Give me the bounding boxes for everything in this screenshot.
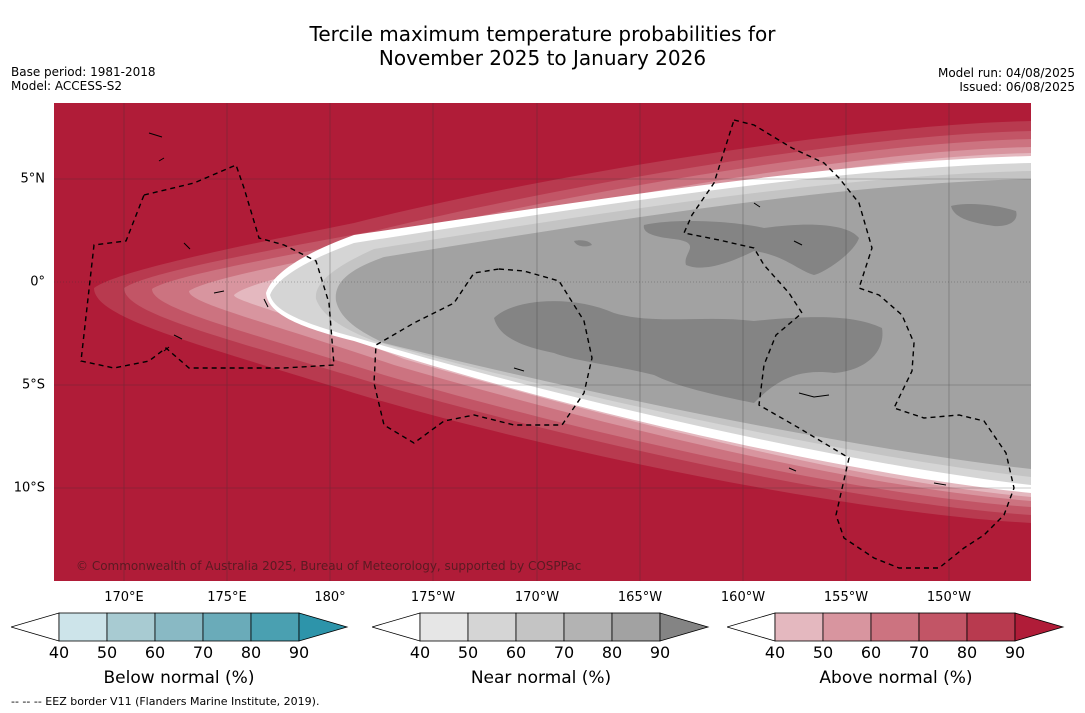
lon-label-170e: 170°E (104, 590, 144, 605)
below-normal-low-extend (11, 612, 60, 642)
near-normal-tick-40: 40 (409, 643, 431, 662)
model-run: Model run: 04/08/2025 (937, 66, 1075, 80)
below-normal-tick-80: 80 (240, 643, 262, 662)
colorbar-title-above-normal: Above normal (%) (819, 668, 973, 688)
below-normal-tick-60: 60 (144, 643, 166, 662)
lat-label-5s: 5°S (21, 377, 45, 393)
below-normal-tick-90: 90 (288, 643, 310, 662)
below-normal-segment-1 (58, 612, 108, 642)
lon-label-165w: 165°W (617, 590, 663, 605)
above-normal-tick-70: 70 (908, 643, 930, 662)
near-normal-segment-2 (467, 612, 517, 642)
colorbar-near-normal (372, 612, 710, 642)
meta-left: Base period: 1981-2018 Model: ACCESS-S2 (11, 65, 156, 93)
lat-label-0: 0° (30, 274, 45, 290)
meta-right: Model run: 04/08/2025 Issued: 06/08/2025 (938, 66, 1075, 94)
lon-label-175w: 175°W (410, 590, 456, 605)
below-normal-high-extend (298, 612, 349, 642)
near-normal-tick-70: 70 (553, 643, 575, 662)
near-normal-80-patch-1 (494, 301, 883, 403)
copyright-credit: © Commonwealth of Australia 2025, Bureau… (76, 559, 581, 573)
above-normal-segment-1 (774, 612, 824, 642)
above-normal-low-extend (727, 612, 776, 642)
lat-label-10s: 10°S (13, 480, 45, 496)
base-period: Base period: 1981-2018 (11, 65, 156, 79)
above-normal-tick-40: 40 (764, 643, 786, 662)
near-normal-high-extend (659, 612, 710, 642)
lon-label-160w: 160°W (720, 590, 766, 605)
lon-label-150w: 150°W (926, 590, 972, 605)
lon-label-180: 180° (314, 590, 346, 605)
near-normal-80-patch-3 (951, 203, 1017, 227)
near-normal-tick-90: 90 (649, 643, 671, 662)
above-normal-segment-2 (822, 612, 872, 642)
title-line-2: November 2025 to January 2026 (378, 46, 707, 70)
below-normal-segment-3 (154, 612, 204, 642)
colorbar-title-below-normal: Below normal (%) (103, 668, 255, 688)
near-normal-segment-5 (611, 612, 661, 642)
model-name: Model: ACCESS-S2 (11, 79, 123, 93)
lon-label-170w: 170°W (514, 590, 560, 605)
above-normal-high-extend (1014, 612, 1065, 642)
below-normal-tick-70: 70 (192, 643, 214, 662)
colorbar-title-near-normal: Near normal (%) (470, 668, 612, 688)
lon-label-175e: 175°E (207, 590, 247, 605)
near-normal-tick-60: 60 (505, 643, 527, 662)
lat-label-5n: 5°N (20, 171, 46, 187)
above-normal-tick-90: 90 (1004, 643, 1026, 662)
below-normal-tick-50: 50 (96, 643, 118, 662)
eez-borders (80, 119, 1015, 569)
below-normal-tick-40: 40 (48, 643, 70, 662)
map-grid (54, 103, 1031, 581)
near-normal-low-extend (372, 612, 421, 642)
near-normal-80-patch-4 (574, 240, 592, 247)
near-normal-segment-3 (515, 612, 565, 642)
below-normal-segment-4 (202, 612, 252, 642)
above-normal-tick-60: 60 (860, 643, 882, 662)
below-normal-segment-2 (106, 612, 156, 642)
lon-label-155w: 155°W (823, 590, 869, 605)
above-normal-tick-80: 80 (956, 643, 978, 662)
above-normal-segment-5 (966, 612, 1016, 642)
colorbar-above-normal (727, 612, 1065, 642)
near-normal-tick-50: 50 (457, 643, 479, 662)
eez-footnote: -- -- -- EEZ border V11 (Flanders Marine… (11, 695, 320, 708)
near-normal-tick-80: 80 (601, 643, 623, 662)
above-normal-segment-3 (870, 612, 920, 642)
coastline-fragments (148, 132, 947, 486)
title-line-1: Tercile maximum temperature probabilitie… (309, 22, 776, 46)
below-normal-segment-5 (250, 612, 300, 642)
probability-map: © Commonwealth of Australia 2025, Bureau… (54, 103, 1031, 581)
near-normal-segment-4 (563, 612, 613, 642)
colorbar-below-normal (11, 612, 349, 642)
above-normal-tick-50: 50 (812, 643, 834, 662)
near-normal-segment-1 (419, 612, 469, 642)
above-normal-segment-4 (918, 612, 968, 642)
issued-date: Issued: 06/08/2025 (959, 80, 1075, 94)
map-title: Tercile maximum temperature probabilitie… (0, 22, 1085, 70)
